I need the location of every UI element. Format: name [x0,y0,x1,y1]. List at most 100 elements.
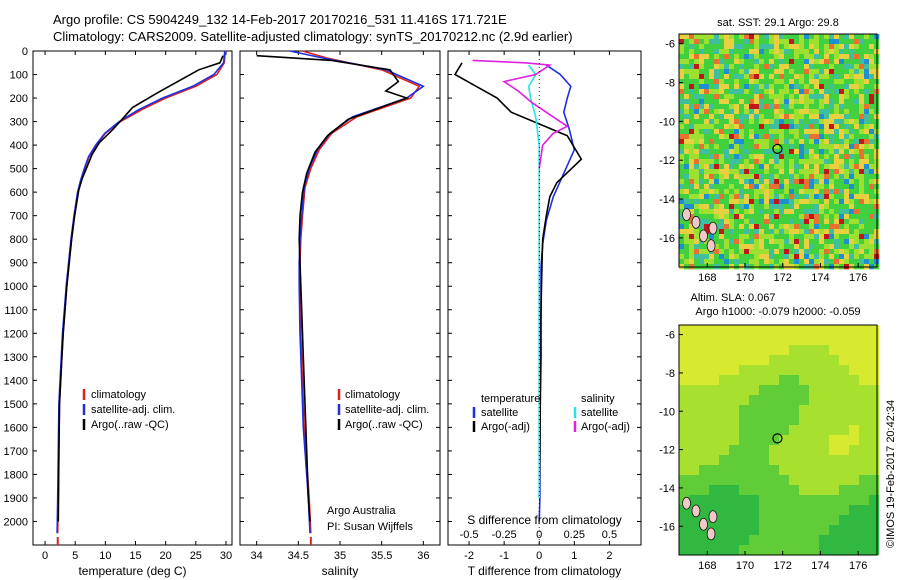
sst-map-cell [694,184,700,190]
sst-map-cell [789,209,795,215]
sla-map-cell [809,525,820,536]
sst-map-cell [829,229,835,235]
sst-map-cell [779,69,785,75]
sst-map-cell [824,129,830,135]
sla-map-cell [859,365,870,376]
sst-map-cell [779,89,785,95]
sst-map-cell [744,169,750,175]
sst-map-cell [704,49,710,55]
sst-map-cell [824,259,830,265]
sst-map-cell [834,109,840,115]
sst-map-cell [769,184,775,190]
sst-map-cell [774,164,780,170]
sst-map-cell [754,69,760,75]
sla-map-cell [689,535,700,546]
sst-map-cell [804,259,810,265]
sst-map-cell [729,249,735,255]
sla-map-cell [869,385,880,396]
sst-map-cell [784,154,790,160]
sla-map-cell [769,465,780,476]
sst-map-cell [829,144,835,150]
sst-map-cell [834,219,840,225]
sst-map-cell [694,99,700,105]
sst-map-cell [844,184,850,190]
sst-map-cell [774,49,780,55]
sst-map-cell [789,44,795,50]
sst-map-cell [749,44,755,50]
sst-map-cell [834,169,840,175]
sla-map-cell [839,505,850,516]
sst-map-cell [844,214,850,220]
sst-map-cell [839,204,845,210]
sla-map-cell [699,355,710,366]
sst-map-cell [759,169,765,175]
sst-map-cell [839,259,845,265]
sst-map-cell [769,129,775,135]
sst-map-cell [724,89,730,95]
sst-map-cell [824,64,830,70]
sst-map-cell [754,109,760,115]
temperature-ytick-label: 400 [10,140,28,152]
sst-map-cell [744,244,750,250]
sst-map-cell [824,224,830,230]
sst-map-cell [779,244,785,250]
sst-map-cell [744,99,750,105]
sst-map-cell [854,244,860,250]
sst-map-cell [684,139,690,145]
sst-map-cell [834,144,840,150]
sla-map-cell [759,535,770,546]
sst-map-cell [859,69,865,75]
sst-map-cell [684,99,690,105]
sst-map-cell [829,154,835,160]
sst-map-cell [689,89,695,95]
sla-map-cell [729,375,740,386]
sst-map-cell [754,124,760,130]
sst-map-cell [769,74,775,80]
sst-map-cell [754,114,760,120]
sst-map-cell [779,169,785,175]
temperature-ytick-label: 600 [10,187,28,199]
sst-map-cell [759,189,765,195]
sla-map-cell [739,485,750,496]
sla-map-cell [699,345,710,356]
sst-map-cell [684,124,690,130]
sst-map-cell [834,114,840,120]
sst-map-cell [689,209,695,215]
sst-map-cell [834,189,840,195]
sla-map-cell [839,535,850,546]
sst-map-cell [814,249,820,255]
sst-map-cell [794,184,800,190]
sst-map-cell [714,219,720,225]
sst-map-cell [839,44,845,50]
sst-map-cell [719,124,725,130]
sst-map-cell [714,204,720,210]
sst-map-cell [799,144,805,150]
sst-map-cell [814,174,820,180]
sst-map-cell [769,229,775,235]
sla-map-cell [799,455,810,466]
sst-map-cell [779,49,785,55]
sla-map-cell [689,385,700,396]
sst-map-cell [709,204,715,210]
sst-map-cell [784,104,790,110]
sst-map-cell [799,174,805,180]
sst-map-cell [684,59,690,65]
sst-map-cell [799,199,805,205]
sla-map-cell [829,445,840,456]
sst-map-cell [814,129,820,135]
sst-map-cell [829,74,835,80]
sla-map-cell [839,385,850,396]
sst-map-cell [814,49,820,55]
sst-map-cell [729,184,735,190]
sst-map-cell [734,139,740,145]
sst-map-cell [689,34,695,40]
sst-map-cell [809,99,815,105]
sst-map-cell [829,119,835,125]
sst-map-cell [869,119,875,125]
sst-map-cell [699,124,705,130]
sst-map-cell [769,124,775,130]
sst-map-cell [839,194,845,200]
sst-map-cell [794,169,800,175]
sla-map-ytick-label: -6 [665,330,675,342]
